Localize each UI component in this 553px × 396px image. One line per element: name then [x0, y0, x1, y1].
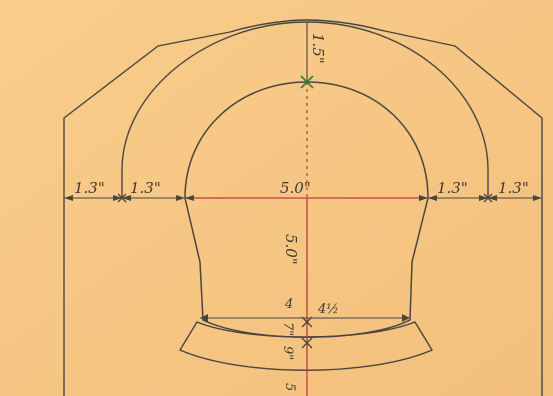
- arrowhead: [419, 195, 428, 201]
- tick-mark: [301, 337, 313, 349]
- crown-marker: [300, 75, 314, 89]
- dim-invert-left: 4: [284, 297, 293, 312]
- arrowhead: [113, 195, 122, 201]
- dim-invert-small-b: 9": [280, 346, 295, 360]
- tick-mark: [301, 316, 313, 328]
- dim-right-outer: 1.3": [498, 179, 529, 197]
- dim-right-ring: 1.3": [437, 179, 468, 197]
- outer-masonry-outline: [63, 19, 543, 396]
- dim-span: 5.0": [280, 179, 311, 197]
- tick-mark: [483, 193, 493, 203]
- dim-left-ring: 1.3": [130, 179, 161, 197]
- arrowhead: [122, 195, 131, 201]
- tick-mark: [117, 193, 127, 203]
- arrowhead: [479, 195, 488, 201]
- dim-bottom-fragment: 5: [282, 383, 297, 391]
- arrowhead: [533, 195, 542, 201]
- dim-crown: 1.5": [309, 33, 327, 64]
- arrowhead: [488, 195, 497, 201]
- invert-slab: [179, 321, 433, 371]
- arrowhead: [185, 195, 194, 201]
- dim-invert-small-a: 7": [280, 322, 295, 336]
- dim-left-outer: 1.3": [74, 179, 105, 197]
- dim-invert-right: 4½: [317, 302, 339, 317]
- dim-rise: 5.0": [282, 234, 300, 265]
- arrowhead: [428, 195, 437, 201]
- tick-marks: [117, 193, 493, 349]
- arrowhead: [64, 195, 73, 201]
- arrowhead: [176, 195, 185, 201]
- crown-marker-stroke: [300, 75, 314, 89]
- springing-arrows: [64, 195, 542, 201]
